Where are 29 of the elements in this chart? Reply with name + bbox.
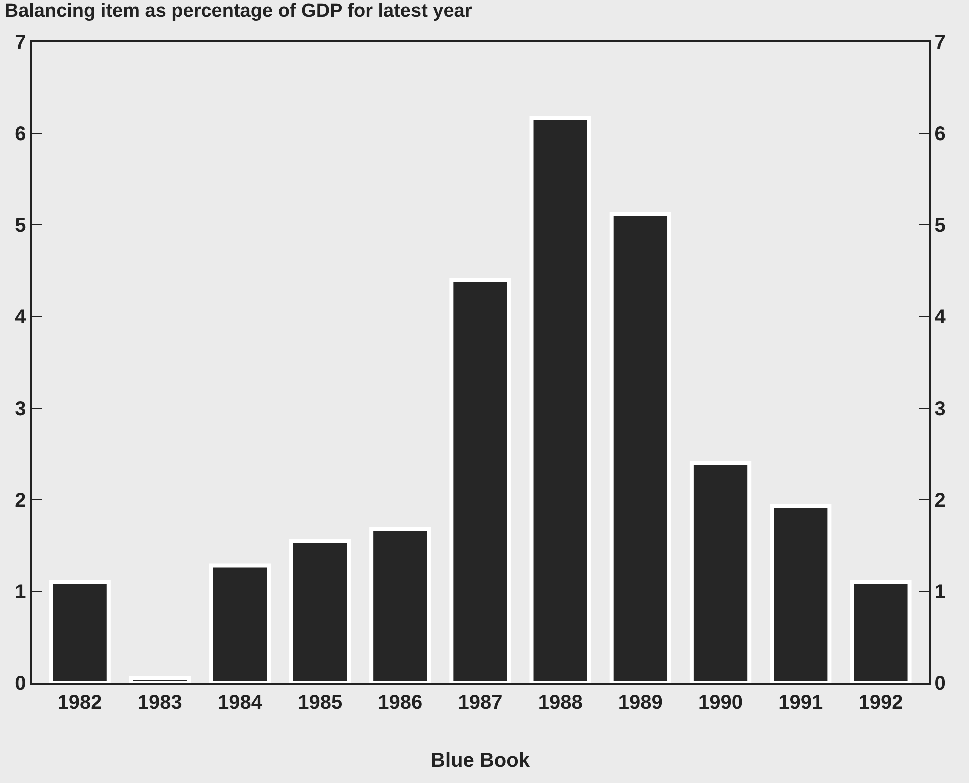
y-tick-label: 0 bbox=[15, 673, 26, 695]
x-tick-label: 1986 bbox=[378, 692, 423, 714]
x-tick-label: 1987 bbox=[458, 692, 503, 714]
y2-tick-label: 4 bbox=[934, 306, 947, 329]
x-tick-label: 1985 bbox=[298, 692, 343, 714]
x-tick-label: 1984 bbox=[218, 692, 264, 714]
y-tick-label: 2 bbox=[15, 490, 26, 512]
x-tick-label: 1990 bbox=[698, 692, 744, 714]
y2-tick-label: 6 bbox=[934, 124, 946, 146]
y2-tick-label: 0 bbox=[934, 673, 946, 695]
y-tick-label: 7 bbox=[15, 32, 26, 54]
y2-tick-label: 5 bbox=[934, 215, 946, 238]
y-tick-label: 5 bbox=[15, 215, 26, 238]
x-tick-label: 1991 bbox=[778, 692, 824, 714]
y-tick-label: 1 bbox=[15, 581, 26, 604]
y2-tick-label: 3 bbox=[934, 398, 946, 420]
y-tick-label: 6 bbox=[15, 124, 26, 146]
y2-tick-label: 7 bbox=[934, 32, 946, 54]
y-tick-label: 4 bbox=[15, 306, 28, 329]
x-tick-label: 1988 bbox=[538, 692, 583, 714]
x-axis-title: Blue Book bbox=[431, 750, 531, 772]
y-tick-label: 3 bbox=[15, 398, 26, 420]
x-tick-label: 1989 bbox=[618, 692, 663, 714]
y2-tick-label: 1 bbox=[934, 581, 946, 604]
x-tick-label: 1982 bbox=[58, 692, 102, 714]
chart-title: Balancing item as percentage of GDP for latest year bbox=[4, 1, 473, 22]
y2-tick-label: 2 bbox=[934, 490, 946, 512]
x-tick-label: 1992 bbox=[858, 692, 904, 714]
x-tick-label: 1983 bbox=[138, 692, 182, 714]
